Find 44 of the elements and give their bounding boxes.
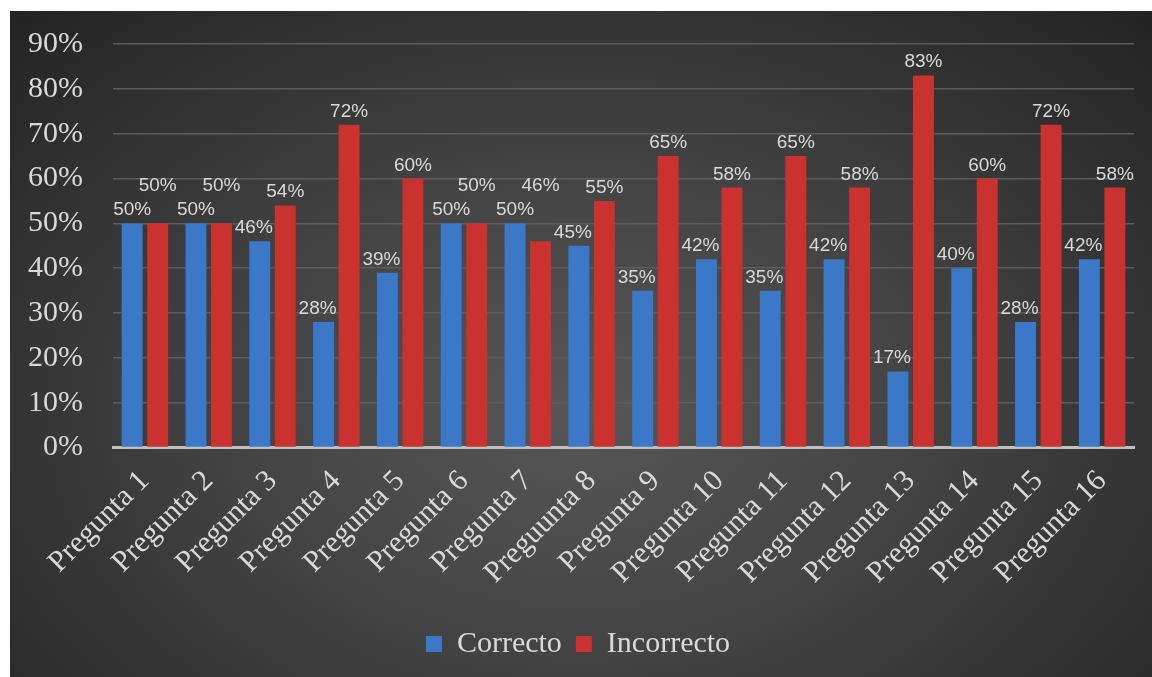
data-label: 45% [553,220,592,242]
data-label: 50% [113,198,152,220]
data-label: 50% [176,198,216,220]
data-label: 46% [521,174,560,196]
data-label: 42% [809,234,848,256]
data-label: 58% [840,162,879,184]
data-label: 35% [745,265,784,287]
data-label: 65% [776,131,815,153]
y-tick-label: 20% [28,338,83,372]
data-label: 58% [1095,162,1134,184]
data-label: 72% [330,99,369,121]
data-label: 39% [362,247,401,269]
data-label: 46% [234,216,273,238]
data-label: 35% [617,265,656,287]
data-label: 50% [457,174,496,196]
data-label: 28% [298,297,337,319]
data-label: 50% [432,198,471,220]
data-label: 60% [968,153,1007,175]
y-tick-label: 90% [28,24,83,58]
y-tick-label: 80% [28,69,83,103]
data-label: 40% [936,243,975,265]
data-label: 55% [585,175,624,197]
y-tick-label: 10% [28,383,83,417]
data-label: 60% [393,153,433,175]
y-tick-label: 50% [28,204,83,238]
data-label: 58% [712,162,752,184]
legend-label: Correcto [456,624,562,658]
data-label: 28% [1000,297,1039,319]
data-label: 50% [202,174,241,196]
y-tick-label: 0% [43,428,83,462]
data-label: 42% [681,234,720,256]
data-label: 83% [904,50,943,72]
data-label: 72% [1032,99,1071,121]
data-label: 50% [138,174,177,196]
data-label: 50% [496,198,535,220]
data-label: 17% [872,346,912,368]
legend-label: Incorrecto [606,624,731,658]
data-label: 54% [266,180,305,202]
y-tick-label: 70% [28,114,83,148]
y-tick-label: 40% [28,249,83,283]
y-tick-label: 30% [28,293,83,327]
y-tick-label: 60% [28,159,83,193]
data-label: 42% [1064,234,1103,256]
data-label: 65% [649,131,688,153]
